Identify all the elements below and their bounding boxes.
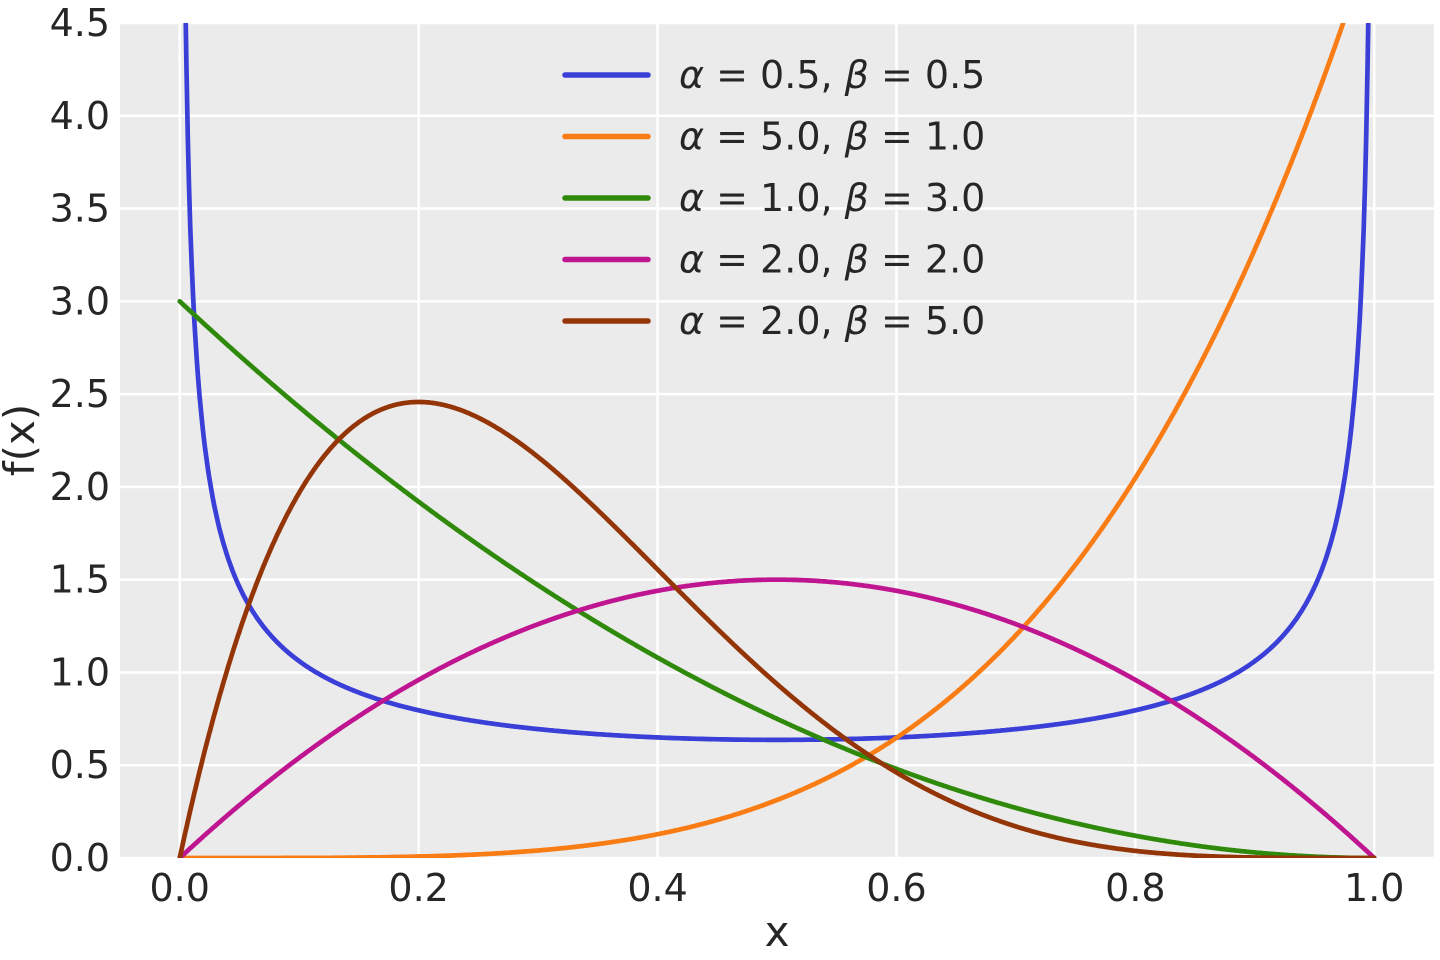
pdf-curves bbox=[177, 23, 1377, 858]
legend-label: α = 5.0, β = 1.0 bbox=[679, 115, 985, 159]
curve-alpha-2.0-beta-5.0 bbox=[177, 399, 1377, 858]
y-tick-label: 2.0 bbox=[50, 465, 110, 509]
x-tick-label: 0.4 bbox=[627, 866, 687, 910]
legend-item: α = 2.0, β = 2.0 bbox=[562, 238, 985, 282]
y-tick-label: 1.5 bbox=[50, 558, 110, 602]
legend-item: α = 0.5, β = 0.5 bbox=[562, 53, 985, 97]
x-tick-label: 0.6 bbox=[866, 866, 926, 910]
legend-label: α = 2.0, β = 5.0 bbox=[679, 299, 985, 343]
y-tick-label: 3.5 bbox=[50, 187, 110, 231]
y-tick-label: 4.0 bbox=[50, 94, 110, 138]
legend-item: α = 1.0, β = 3.0 bbox=[562, 176, 985, 220]
y-tick-label: 3.0 bbox=[50, 279, 110, 323]
legend-item: α = 2.0, β = 5.0 bbox=[562, 299, 985, 343]
x-tick-label: 0.8 bbox=[1105, 866, 1165, 910]
legend: α = 0.5, β = 0.5 α = 5.0, β = 1.0 α = 1.0,… bbox=[562, 53, 985, 343]
y-tick-label: 0.0 bbox=[50, 836, 110, 880]
x-tick-label: 0.0 bbox=[150, 866, 210, 910]
y-tick-label: 0.5 bbox=[50, 743, 110, 787]
legend-label: α = 0.5, β = 0.5 bbox=[679, 53, 985, 97]
curve-alpha-5.0-beta-1.0 bbox=[177, 23, 1346, 858]
x-tick-label: 0.2 bbox=[388, 866, 448, 910]
x-tick-labels: 0.0 0.2 0.4 0.6 0.8 1.0 bbox=[150, 866, 1405, 910]
x-tick-label: 1.0 bbox=[1344, 866, 1404, 910]
legend-label: α = 2.0, β = 2.0 bbox=[679, 238, 985, 282]
y-tick-label: 1.0 bbox=[50, 650, 110, 694]
legend-label: α = 1.0, β = 3.0 bbox=[679, 176, 985, 220]
x-axis-label: x bbox=[765, 907, 790, 956]
curve-alpha-2.0-beta-2.0 bbox=[177, 577, 1377, 858]
y-tick-labels: 0.0 0.5 1.0 1.5 2.0 2.5 3.0 3.5 4.0 4.5 bbox=[50, 1, 110, 880]
curve-alpha-0.5-beta-0.5 bbox=[183, 23, 1371, 743]
y-tick-label: 4.5 bbox=[50, 1, 110, 45]
curve-alpha-1.0-beta-3.0 bbox=[177, 298, 1377, 858]
legend-item: α = 5.0, β = 1.0 bbox=[562, 115, 985, 159]
y-axis-label: f(x) bbox=[0, 404, 44, 476]
y-tick-label: 2.5 bbox=[50, 372, 110, 416]
